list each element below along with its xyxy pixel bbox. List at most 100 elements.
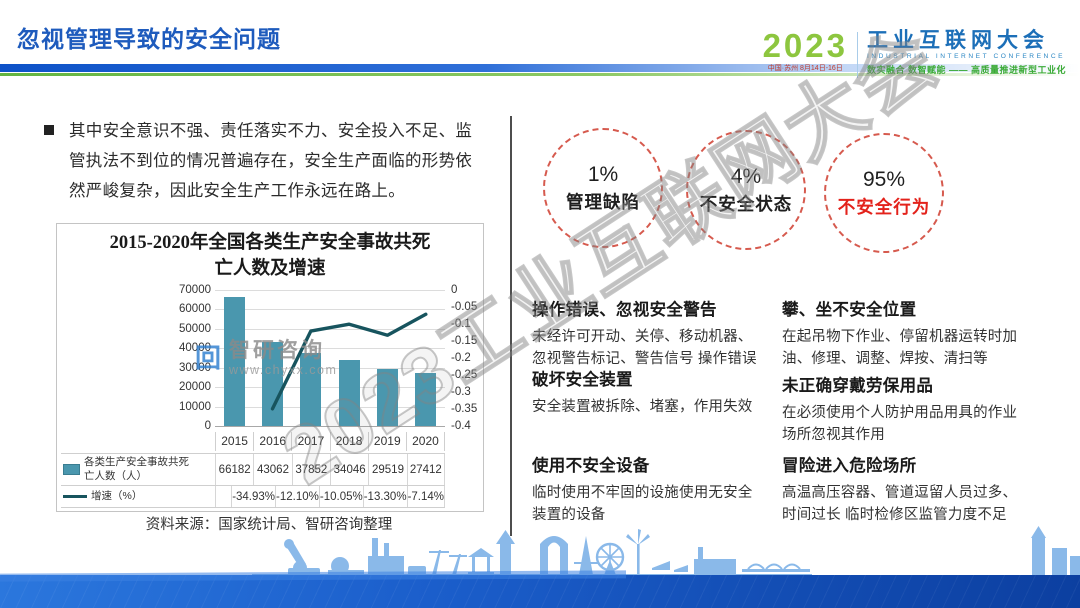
- left-axis-tick: 10000: [179, 400, 211, 413]
- growth-value-2015: [215, 486, 231, 508]
- bar-2020: [415, 372, 437, 426]
- risk-heading: 使用不安全设备: [532, 457, 650, 475]
- gridline: [215, 348, 445, 350]
- risk-heading: 操作错误、忽视安全警告: [532, 301, 717, 319]
- risk-item-damage-safety-devices: 破坏安全装置 安全装置被拆除、堵塞，作用失效: [532, 366, 753, 418]
- table-row-growth: 增速（%） -34.93% -12.10% -10.05% -13.30% -7.14%: [61, 485, 445, 509]
- x-label-2019: 2019: [367, 432, 406, 451]
- gridline: [215, 309, 445, 311]
- chart-plot-area: 70000 60000 50000 40000 30000 20000 10000 0 0 -0…: [57, 284, 483, 432]
- risk-heading: 攀、坐不安全位置: [782, 301, 917, 319]
- right-axis-tick: -0.35: [451, 403, 478, 415]
- legend-deaths-label: 各类生产安全事故共死 亡人数（人）: [84, 456, 189, 482]
- line-swatch-icon: [63, 495, 87, 499]
- logo-tagline: 数实融合 数智赋能 —— 高质量推进新型工业化: [866, 65, 1066, 75]
- stat-percent: 1%: [587, 162, 619, 186]
- conference-logo: 2023 中国·苏州 8月14日-16日 工业互联网大会 INDUSTRIAL …: [762, 27, 1066, 78]
- accident-chart: 2015-2020年全国各类生产安全事故共死 亡人数及增速 70000 60000…: [56, 223, 484, 512]
- right-axis-ticks: 0 -0.05 -0.1 -0.15 -0.2 -0.25 -0.3 -0.35 -0.4: [451, 284, 483, 432]
- vertical-divider: [510, 116, 512, 536]
- logo-name-block: 工业互联网大会 INDUSTRIAL INTERNET CONFERENCE 数…: [867, 30, 1066, 76]
- chart-watermark-name: 智研咨询: [229, 339, 325, 362]
- x-axis-labels: 2015 2016 2017 2018 2019 2020: [215, 432, 446, 451]
- risk-item-dangerous-places: 冒险进入危险场所 高温高压容器、管道逗留人员过多、 时间过长 临时检修区监管力度…: [782, 452, 1017, 527]
- x-label-2020: 2020: [405, 432, 446, 451]
- gridline: [215, 387, 445, 389]
- risk-body: 在必须使用个人防护用品用具的作业 场所忽视其作用: [782, 405, 1018, 444]
- left-axis-tick: 50000: [179, 322, 211, 335]
- intro-text: 其中安全意识不强、责任落实不力、安全投入不足、监 管执法不到位的情况普遍存在，安…: [69, 122, 473, 201]
- header-rule-blue: [0, 64, 1080, 72]
- right-axis-tick: -0.05: [451, 301, 478, 313]
- deaths-value-2015: 66182: [215, 454, 253, 486]
- bar-2019: [377, 368, 398, 426]
- stat-label: 不安全状态: [699, 193, 793, 214]
- growth-value-2018: -10.05%: [318, 486, 363, 508]
- header-rule-green: [0, 73, 1080, 76]
- x-label-2015: 2015: [215, 432, 253, 451]
- x-label-2018: 2018: [329, 432, 368, 451]
- growth-value-2020: -7.14%: [406, 486, 445, 508]
- deaths-value-2020: 27412: [406, 454, 445, 486]
- chart-data-table: 各类生产安全事故共死 亡人数（人） 66182 43062 37852 34046 29…: [61, 453, 445, 509]
- growth-line: [270, 312, 428, 411]
- risk-body: 临时使用不牢固的设施使用无安全 装置的设备: [532, 485, 753, 524]
- left-axis-ticks: 70000 60000 50000 40000 30000 20000 10000 0: [161, 284, 211, 432]
- growth-value-2019: -13.30%: [362, 486, 407, 508]
- risk-body: 高温高压容器、管道逗留人员过多、 时间过长 临时检修区监管力度不足: [782, 485, 1018, 524]
- stat-circle-unsafe-behavior: 95% 不安全行为: [824, 133, 944, 253]
- stat-circle-unsafe-state: 4% 不安全状态: [686, 130, 806, 250]
- x-label-2017: 2017: [291, 432, 329, 451]
- plot: [215, 290, 445, 427]
- risk-heading: 破坏安全装置: [532, 371, 633, 389]
- risk-item-operation-errors: 操作错误、忽视安全警告 未经许可开动、关停、移动机器、 忽视警告标记、警告信号 …: [532, 296, 757, 371]
- stat-label: 管理缺陷: [566, 191, 640, 212]
- chart-watermark-text: 智研咨询 www.chyxx.com: [229, 340, 337, 377]
- right-axis-tick: -0.25: [451, 369, 478, 381]
- growth-value-2017: -12.10%: [275, 486, 319, 508]
- x-label-2016: 2016: [253, 432, 291, 451]
- chart-watermark: 回 智研咨询 www.chyxx.com: [195, 340, 337, 377]
- growth-value-2016: -34.93%: [231, 486, 275, 508]
- legend-growth-label: 增速（%）: [91, 489, 143, 502]
- stat-label: 不安全行为: [837, 196, 931, 217]
- risk-body: 安全装置被拆除、堵塞，作用失效: [532, 399, 753, 415]
- right-axis-tick: -0.15: [451, 335, 478, 347]
- source-note: 资料来源：国家统计局、智研咨询整理: [145, 517, 393, 533]
- right-axis-tick: 0: [451, 284, 458, 296]
- risk-heading: 未正确穿戴劳保用品: [782, 377, 934, 395]
- right-axis-tick: -0.4: [451, 420, 471, 432]
- city-skyline-decoration: [252, 526, 1080, 580]
- left-axis-tick: 60000: [179, 303, 211, 316]
- left-axis-tick: 40000: [179, 342, 211, 355]
- logo-name-en: INDUSTRIAL INTERNET CONFERENCE: [866, 53, 1066, 60]
- zhiyan-logo-icon: 回: [195, 343, 222, 373]
- stat-circle-management: 1% 管理缺陷: [543, 128, 663, 248]
- risk-item-unsafe-equipment: 使用不安全设备 临时使用不牢固的设施使用无安全 装置的设备: [532, 452, 753, 527]
- legend-growth: 增速（%）: [61, 486, 215, 507]
- gridline: [215, 367, 445, 369]
- deaths-value-2016: 43062: [253, 454, 291, 486]
- logo-year: 2023: [762, 27, 848, 64]
- bar-2015: [223, 297, 245, 426]
- deaths-value-2018: 34046: [329, 454, 368, 486]
- chart-title: 2015-2020年全国各类生产安全事故共死 亡人数及增速: [109, 233, 431, 279]
- risk-item-ppe-misuse: 未正确穿戴劳保用品 在必须使用个人防护用品用具的作业 场所忽视其作用: [782, 372, 1017, 447]
- right-axis-tick: -0.3: [451, 386, 471, 398]
- left-axis-tick: 20000: [179, 381, 211, 394]
- bar-2017: [300, 352, 322, 426]
- bottom-blue-band: [0, 575, 1080, 608]
- risk-heading: 冒险进入危险场所: [782, 457, 917, 475]
- deaths-value-2017: 37852: [291, 454, 330, 486]
- gridline: [215, 426, 445, 427]
- risk-body: 未经许可开动、关停、移动机器、 忽视警告标记、警告信号 操作错误: [532, 329, 757, 368]
- gridline: [215, 406, 445, 408]
- right-axis-tick: -0.1: [451, 318, 471, 330]
- bar-2018: [338, 359, 360, 426]
- legend-deaths: 各类生产安全事故共死 亡人数（人）: [61, 454, 215, 485]
- table-row-deaths: 各类生产安全事故共死 亡人数（人） 66182 43062 37852 34046 29…: [61, 453, 445, 486]
- right-axis-tick: -0.2: [451, 352, 471, 364]
- deaths-value-2019: 29519: [368, 454, 406, 486]
- left-axis-tick: 0: [204, 420, 211, 432]
- left-axis-tick: 70000: [179, 284, 211, 296]
